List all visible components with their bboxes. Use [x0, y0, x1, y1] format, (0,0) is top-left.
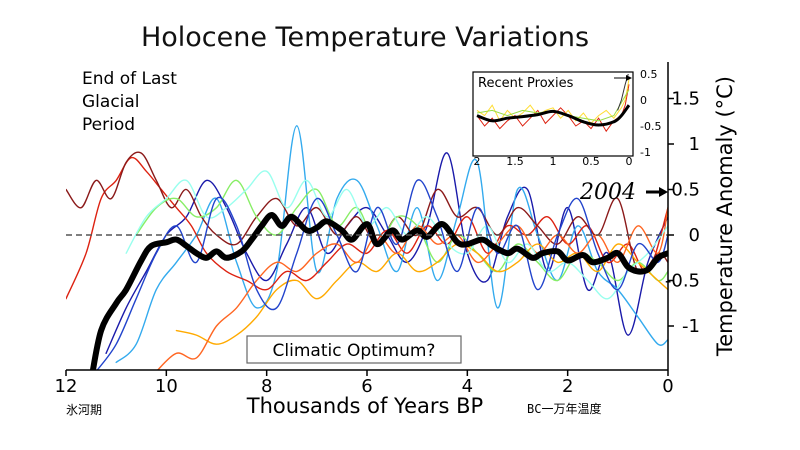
- climatic-optimum-box: Climatic Optimum?: [246, 335, 462, 364]
- inset-y-tick-label: -1: [640, 146, 651, 159]
- inset-frame: [472, 71, 634, 157]
- x-axis-ticks: 12 10 8 6 4 2 0: [55, 370, 674, 397]
- x-tick-label: 2: [562, 376, 573, 397]
- series-line-3: [66, 156, 668, 300]
- x-tick-label: 6: [361, 376, 372, 397]
- x-axis-label: Thousands of Years BP: [246, 394, 483, 418]
- inset-x-tick-label: 0: [626, 155, 633, 168]
- glacial-line-3: Period: [82, 115, 135, 135]
- series-line-6: [175, 243, 668, 345]
- year-2004-label: 2004: [579, 180, 636, 205]
- x-tick-label: 0: [662, 376, 673, 397]
- inset-x-tick-label: 1.5: [506, 155, 524, 168]
- y-axis-label: Temperature Anomaly (°C): [713, 76, 737, 357]
- inset-y-tick-label: 0: [640, 94, 647, 107]
- y-tick-label: -0.5: [665, 271, 700, 292]
- inset-series-line-3: [476, 104, 631, 127]
- y-tick-label: -1: [682, 316, 700, 337]
- y-tick-label: 0: [689, 225, 700, 246]
- inset-arrow-icon: [614, 75, 632, 81]
- glacial-annotation: End of Last Glacial Period: [82, 69, 177, 135]
- inset-y-ticks: 0.5 0 -0.5 -1: [640, 68, 661, 159]
- y-axis-ticks: 1.5 1 0.5 0 -0.5 -1: [665, 89, 700, 338]
- glacial-line-1: End of Last: [82, 69, 177, 89]
- inset-x-ticks: 2 1.5 1 0.5 0: [474, 155, 633, 168]
- x-tick-label: 4: [462, 376, 473, 397]
- inset-x-tick-label: 2: [474, 155, 481, 168]
- series-line-2: [115, 125, 668, 364]
- inset-y-tick-label: 0.5: [640, 68, 658, 81]
- x-tick-label: 10: [155, 376, 178, 397]
- y-tick-label: 0.5: [671, 180, 700, 201]
- note-left: 氷河期: [66, 403, 102, 417]
- recent-proxies-inset: Recent Proxies 2 1.5 1 0.5 0 0.5 0 -0.5 -1: [472, 68, 661, 168]
- y-tick-label: 1.5: [671, 89, 700, 110]
- series-line-4: [66, 151, 668, 274]
- series-line-1: [105, 152, 668, 354]
- y-tick-label: 1: [689, 134, 700, 155]
- glacial-line-2: Glacial: [82, 92, 140, 112]
- series-line-8: [125, 170, 668, 300]
- climatic-optimum-label: Climatic Optimum?: [273, 341, 436, 361]
- series-layer: [66, 125, 668, 370]
- series-line-average: [89, 212, 668, 370]
- note-right: BC一万年温度: [527, 401, 601, 416]
- x-tick-label: 8: [261, 376, 272, 397]
- inset-y-tick-label: -0.5: [640, 120, 661, 133]
- inset-title: Recent Proxies: [478, 76, 574, 91]
- inset-series-layer: [476, 74, 631, 133]
- inset-x-tick-label: 1: [550, 155, 557, 168]
- year-2004-arrow-icon: [646, 187, 668, 197]
- chart-title: Holocene Temperature Variations: [141, 22, 589, 53]
- inset-x-tick-label: 0.5: [582, 155, 600, 168]
- x-tick-label: 12: [55, 376, 78, 397]
